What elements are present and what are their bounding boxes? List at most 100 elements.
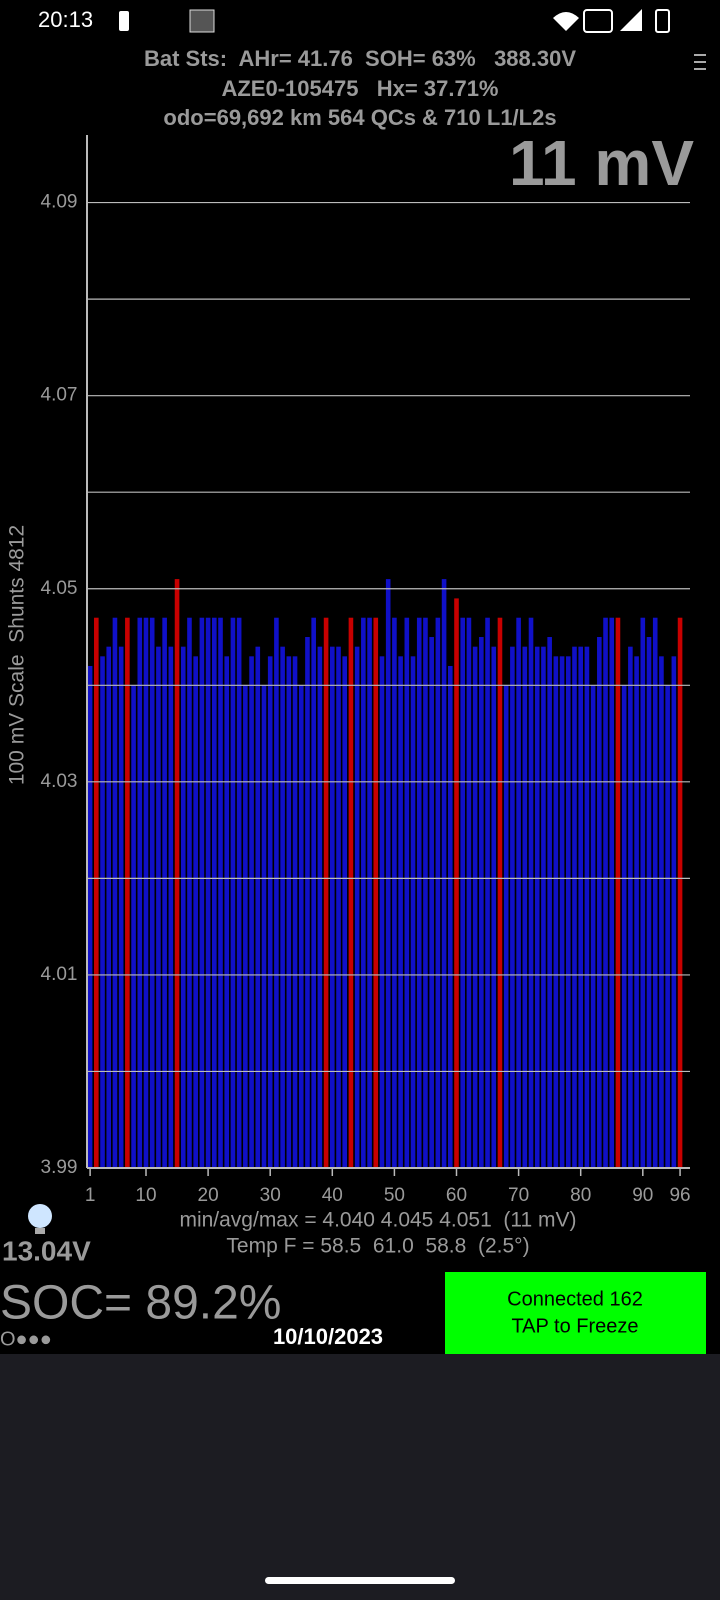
cell-bar [553,656,559,1168]
cell-bar [491,646,497,1168]
cell-bar [180,646,186,1168]
header-line: Bat Sts: AHr= 41.76 SOH= 63% 388.30V [144,46,576,71]
y-tick-label: 4.05 [41,578,78,599]
wifi-icon [553,12,579,31]
x-tick-label: 1 [85,1185,96,1206]
x-tick-label: 96 [669,1185,690,1206]
cell-bar [615,617,621,1168]
y-tick-label: 3.99 [41,1157,78,1178]
cell-bar [137,617,143,1168]
cell-bar [305,637,310,1168]
x-tick-label: 60 [446,1185,467,1206]
cell-bar [168,646,174,1168]
header-line: AZE0-105475 Hx= 37.71% [221,76,498,101]
cell-bar [590,685,596,1168]
cell-bar [479,637,484,1168]
cell-bar [187,617,192,1168]
cell-bar [572,646,577,1168]
cell-bar [416,617,422,1168]
x-tick-label: 80 [570,1185,591,1206]
cell-bar [621,685,627,1168]
cell-bar [578,646,584,1168]
cell-bar [261,685,267,1168]
cell-bar [199,617,205,1168]
cell-bar [385,579,391,1168]
cell-bar [149,617,155,1168]
cell-bar [472,646,478,1168]
cell-bar [503,685,509,1168]
date: 10/10/2023 [273,1324,383,1349]
y-tick-label: 4.03 [41,771,78,792]
cell-bar [510,646,515,1168]
cell-bar [466,617,472,1168]
button-text[interactable]: TAP to Freeze [511,1315,638,1337]
x-tick-label: 10 [135,1185,156,1206]
cell-bar [565,656,571,1168]
cell-bar [379,656,385,1168]
bulb-icon [28,1204,52,1234]
cell-bar [367,617,372,1168]
cell-bar [429,637,434,1168]
stats-line: Temp F = 58.5 61.0 58.8 (2.5°) [226,1235,529,1258]
cell-bar [516,617,521,1168]
cell-bar [143,617,149,1168]
app-icon [189,9,215,33]
cell-bar [528,617,534,1168]
y-axis-label: 100 mV Scale Shunts 4812 [6,525,29,785]
cell-bar [311,617,316,1168]
cell-bar [671,656,677,1168]
battery-status-icon [655,9,670,33]
cell-bar [640,617,646,1168]
cell-bar [404,617,410,1168]
button-text[interactable]: Connected 162 [507,1288,643,1310]
cell-bar [255,646,261,1168]
cell-bar [634,656,639,1168]
cell-bar [559,656,565,1168]
cell-bar [298,685,304,1168]
freeze-button[interactable]: Connected 162 TAP to Freeze [445,1272,706,1354]
cell-bar [329,646,335,1168]
cell-bar [354,646,360,1168]
cell-bar [131,685,136,1168]
cell-bar [118,646,124,1168]
x-tick-label: 30 [260,1185,281,1206]
cell-bar [174,579,180,1168]
empty-area [0,1354,720,1600]
y-tick-label: 4.09 [41,192,78,213]
status-indicator: O●●● [0,1328,52,1350]
cell-bar [317,646,323,1168]
cell-bar [547,637,552,1168]
x-tick-label: 50 [384,1185,405,1206]
cell-bar [249,656,254,1168]
cell-bar [218,617,223,1168]
cell-bar [392,617,397,1168]
cell-bar [243,685,248,1168]
header-line: odo=69,692 km 564 QCs & 710 L1/L2s [163,105,556,130]
cell-bar [212,617,217,1168]
cell-bar [87,665,93,1168]
cell-bar [584,646,590,1168]
cell-bar [230,617,236,1168]
button-background[interactable] [445,1272,706,1354]
signal-icon [620,9,642,31]
x-tick-label: 40 [322,1185,343,1206]
cell-bar [485,617,490,1168]
cell-bar [112,617,118,1168]
cell-bar [460,617,466,1168]
cell-bar [441,579,447,1168]
cell-bar [534,646,540,1168]
aux-voltage: 13.04V [2,1235,91,1266]
menu-icon[interactable] [694,54,706,70]
cell-bar [398,656,403,1168]
cell-bar [373,617,379,1168]
cell-bar [193,656,198,1168]
battery-icon [119,11,129,31]
cell-bar [348,617,354,1168]
cell-bar [522,646,528,1168]
stats-line: min/avg/max = 4.040 4.045 4.051 (11 mV) [179,1209,576,1232]
cell-bar [609,617,615,1168]
cell-bar [659,656,664,1168]
y-tick-label: 4.01 [41,964,78,985]
cell-bar [646,637,652,1168]
